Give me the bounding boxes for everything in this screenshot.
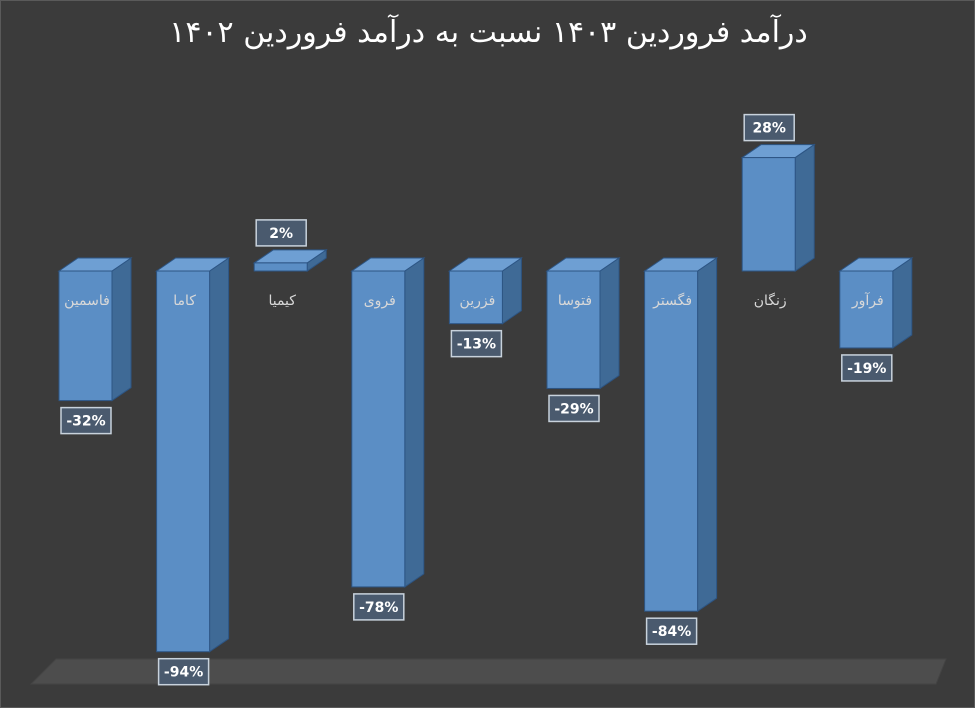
category-label: فاسمین — [64, 293, 110, 309]
bar — [644, 270, 699, 612]
category-label: فروی — [364, 293, 396, 309]
bar-side — [892, 257, 913, 349]
category-label: فگستر — [652, 292, 692, 309]
bar — [448, 270, 503, 325]
bar-side — [209, 257, 230, 653]
category-label: زنگان — [754, 292, 787, 309]
chart-title: درآمد فروردین ۱۴۰۳ نسبت به درآمد فروردین… — [169, 15, 808, 50]
data-label-box — [353, 593, 405, 621]
bar — [741, 157, 796, 272]
bar-side — [599, 257, 620, 390]
bar-side — [794, 143, 815, 272]
bar — [156, 270, 211, 653]
category-label: کیمیا — [268, 293, 296, 309]
data-label-box — [450, 329, 503, 358]
data-label-box — [255, 219, 307, 247]
chart-floor — [29, 658, 947, 685]
bar — [58, 270, 113, 402]
category-label: فرآور — [851, 292, 884, 309]
data-label: 28% — [752, 121, 786, 137]
data-label-box — [60, 406, 112, 435]
data-label: -94% — [164, 665, 203, 681]
data-label: -84% — [652, 624, 691, 640]
category-label: فتوسا — [558, 293, 592, 309]
bar — [253, 262, 308, 272]
data-label: -13% — [457, 337, 496, 353]
data-label-box — [548, 394, 600, 423]
bar — [839, 270, 894, 349]
bar-side — [404, 257, 425, 588]
bar-side — [111, 257, 132, 402]
data-label-box — [743, 113, 795, 142]
data-label-box — [645, 617, 698, 645]
data-label: -29% — [554, 401, 593, 417]
data-label: -19% — [847, 361, 886, 377]
bar-side — [697, 257, 718, 613]
bar — [351, 270, 406, 588]
category-label: کاما — [173, 293, 196, 309]
bar — [546, 270, 601, 389]
data-label: -32% — [66, 414, 105, 430]
data-label: -78% — [359, 600, 398, 616]
data-label-box — [841, 354, 893, 382]
data-label: 2% — [269, 226, 293, 242]
data-label-box — [157, 657, 210, 686]
category-label: فزرین — [460, 293, 496, 309]
